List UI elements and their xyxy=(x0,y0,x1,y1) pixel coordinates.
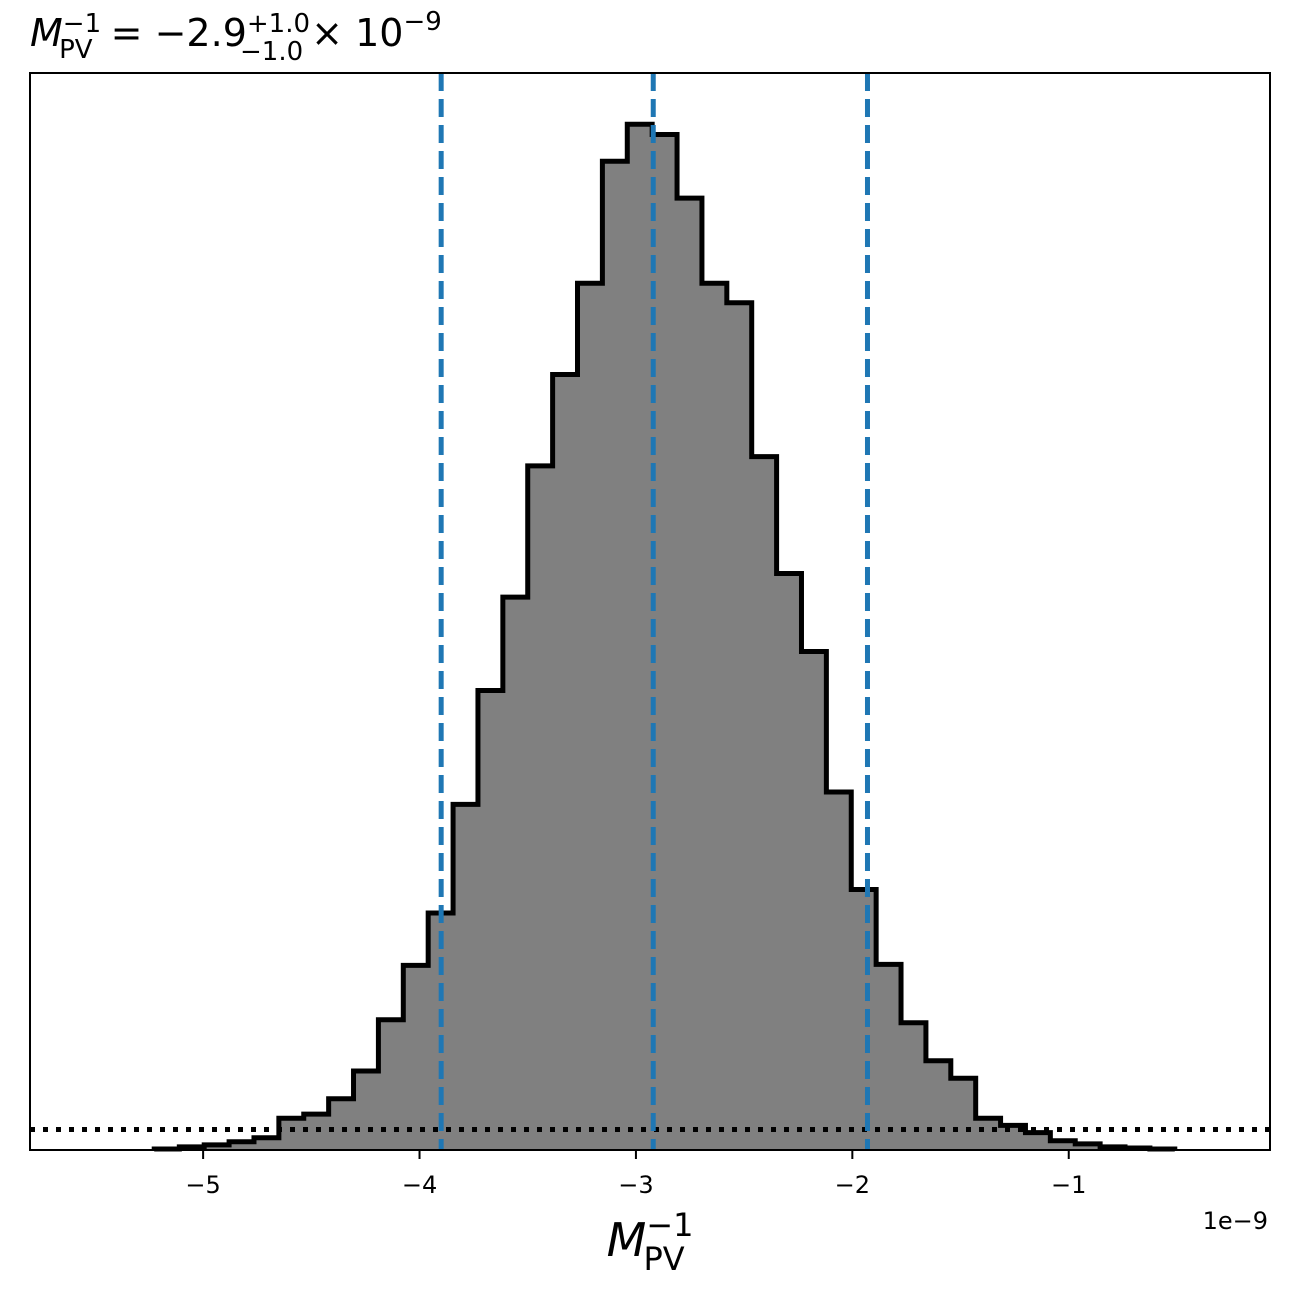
histogram-bar xyxy=(1025,1132,1051,1150)
x-axis-label: M−1 PV xyxy=(607,1206,694,1278)
histogram-bar xyxy=(229,1141,255,1150)
title-equation: = −2.9 xyxy=(99,11,247,55)
histogram-outline xyxy=(151,121,1178,1152)
histogram-bar xyxy=(851,889,877,1150)
title-symbol: M xyxy=(30,11,63,55)
xlabel-superscript: −1 xyxy=(646,1206,693,1244)
histogram-bar xyxy=(527,465,554,1150)
x-tick-label: −4 xyxy=(402,1171,437,1199)
x-tick-label: −2 xyxy=(835,1171,870,1199)
histogram-bar xyxy=(677,198,703,1150)
histogram-bar xyxy=(577,283,603,1150)
histogram-bar xyxy=(552,374,579,1150)
histogram-bar xyxy=(876,964,902,1150)
histogram-bar xyxy=(1050,1140,1076,1150)
histogram-bar xyxy=(353,1071,379,1150)
histogram-bar xyxy=(627,124,653,1150)
histogram-bar xyxy=(751,456,778,1150)
histogram-bar xyxy=(477,690,504,1150)
histogram-bar xyxy=(950,1078,977,1150)
histogram-bar xyxy=(925,1060,952,1150)
chart-title: M−1 PV = −2.9+1.0 −1.0 × 10−9 xyxy=(30,7,442,67)
x-tick-label: −5 xyxy=(185,1171,220,1199)
x-tick-label: −1 xyxy=(1051,1171,1086,1199)
histogram-bar xyxy=(975,1118,1002,1150)
histogram-bar xyxy=(403,965,429,1150)
title-subscript: PV xyxy=(59,35,93,65)
histogram-bar xyxy=(726,302,753,1150)
histogram-bar xyxy=(652,134,678,1151)
histogram-bar xyxy=(602,161,628,1150)
histogram-bar xyxy=(204,1144,230,1150)
axes-frame xyxy=(29,72,1271,1151)
histogram-bar xyxy=(701,283,728,1150)
histogram-bar xyxy=(1075,1143,1101,1150)
title-superscript: −1 xyxy=(63,9,101,39)
xlabel-subscript: PV xyxy=(643,1240,684,1278)
x-tick-label: −3 xyxy=(618,1171,653,1199)
histogram-bar xyxy=(428,913,454,1150)
histogram-bar xyxy=(328,1098,355,1150)
histogram-bar xyxy=(453,804,479,1150)
histogram-bar xyxy=(502,597,529,1150)
x-offset-label: 1e−9 xyxy=(1203,1207,1268,1235)
plot-area xyxy=(30,73,1270,1152)
histogram-bar xyxy=(826,792,852,1150)
title-plus-error: +1.0 xyxy=(247,9,310,39)
histogram-bar xyxy=(776,573,802,1150)
xlabel-symbol: M xyxy=(607,1213,647,1267)
title-times-ten: × 10 xyxy=(311,11,403,55)
histogram-bar xyxy=(278,1118,305,1150)
title-exponent: −9 xyxy=(403,7,441,37)
histogram-bar xyxy=(253,1137,280,1150)
histogram-bar xyxy=(303,1114,330,1150)
histogram-bar xyxy=(801,651,827,1150)
title-minus-error: −1.0 xyxy=(240,37,303,67)
